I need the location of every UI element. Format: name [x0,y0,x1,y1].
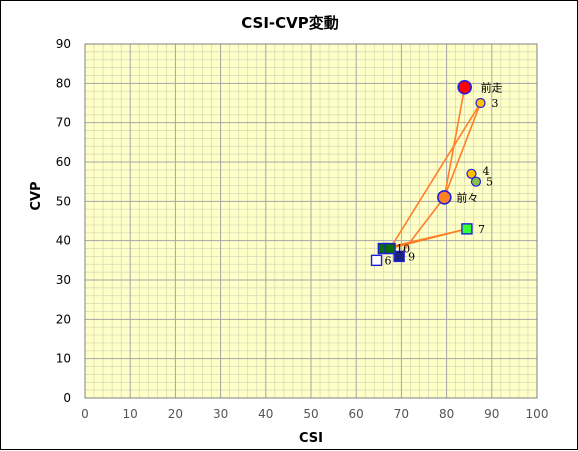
point-marker-6 [370,254,383,267]
y-tick-label: 10 [56,352,71,366]
x-axis-title: CSI [299,431,323,446]
x-tick-label: 30 [213,407,228,421]
y-axis-title: CVP [29,181,44,210]
point-marker-5 [470,176,482,187]
point-label-前々: 前々 [456,190,478,204]
x-tick-label: 40 [258,407,273,421]
x-tick-label: 50 [303,407,318,421]
point-marker-7 [461,223,473,235]
y-tick-label: 20 [56,312,71,326]
series-markers [370,79,486,267]
point-marker-4 [466,168,477,179]
x-tick-label: 90 [484,407,499,421]
y-tick-labels: 0 10 20 30 40 50 60 70 80 90 [56,37,71,405]
point-marker-9 [393,250,405,263]
y-tick-label: 50 [56,194,71,208]
y-tick-label: 40 [56,234,71,248]
x-tick-label: 80 [439,407,454,421]
point-marker-前走 [457,79,472,95]
y-tick-label: 90 [56,37,71,51]
point-label-前走: 前走 [481,80,503,94]
x-tick-label: 70 [394,407,409,421]
point-marker-前々 [437,190,452,205]
plot-border [84,43,538,399]
point-label-10: 10 [396,243,410,256]
x-tick-label: 100 [526,407,549,421]
point-marker-3 [475,97,486,109]
x-tick-label: 10 [123,407,138,421]
y-tick-label: 60 [56,155,71,169]
point-marker-10 [384,242,396,255]
point-label-5: 5 [486,176,493,189]
y-tick-label: 0 [63,391,71,405]
point-label-4: 4 [482,165,489,178]
point-label-9: 9 [408,250,415,263]
x-tick-labels: 0 10 20 30 40 50 60 70 80 90 100 [81,407,548,421]
chart-title: CSI-CVP変動 [241,14,339,32]
x-tick-label: 60 [349,407,364,421]
point-label-3: 3 [492,97,499,110]
y-tick-label: 80 [56,76,71,90]
x-tick-label: 0 [81,407,89,421]
point-label-7: 7 [478,223,485,236]
y-tick-label: 30 [56,273,71,287]
point-label-6: 6 [385,254,392,267]
x-tick-label: 20 [168,407,183,421]
major-grid [84,43,538,399]
y-tick-label: 70 [56,116,71,130]
